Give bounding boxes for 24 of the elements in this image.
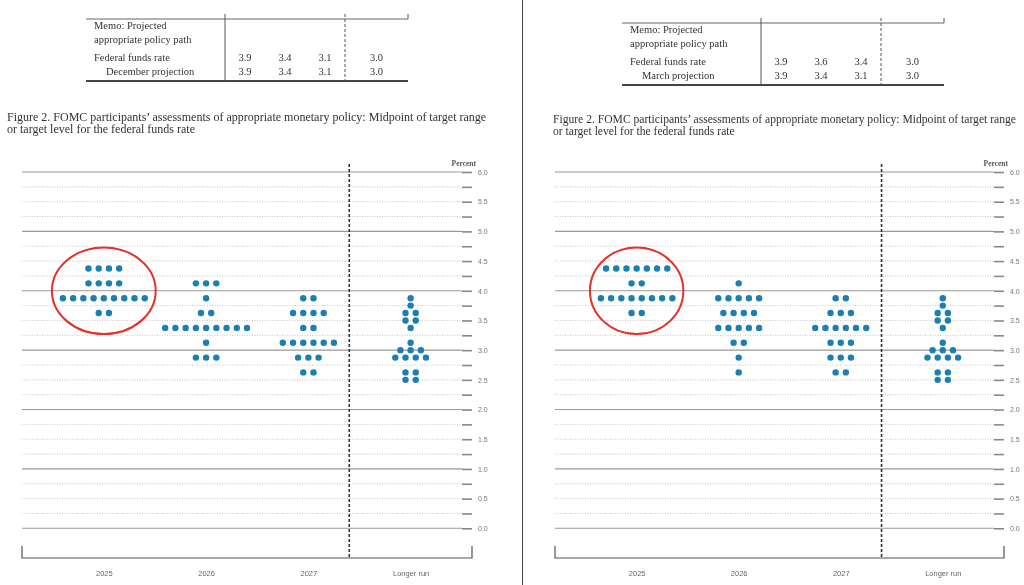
chart-title: Figure 2. FOMC participants’ assessments of appropriate monetary policy: Midpoint of target range or target level for the federal funds rate — [7, 110, 487, 136]
text: 3.1 — [854, 69, 868, 81]
text: 3.4 — [278, 65, 293, 77]
text: 3.4 — [814, 69, 829, 81]
text: 3.0 — [905, 69, 920, 81]
text: 3.6 — [814, 56, 828, 67]
text: 3.9 — [774, 69, 788, 81]
text: March projection — [642, 69, 716, 81]
chart-title: Figure 2. FOMC participants’ assessments of appropriate monetary policy: Midpoint of target range or target level for the federal funds rate — [553, 113, 1016, 138]
text: 3.4 — [278, 52, 293, 63]
text: 3.0 — [369, 52, 384, 63]
text: Federal funds rate — [630, 56, 707, 67]
text: December projection — [106, 65, 196, 77]
text: 3.0 — [369, 65, 384, 77]
text: 3.9 — [238, 52, 252, 63]
text: Memo: Projected appropriate policy path — [630, 24, 729, 49]
text: Federal funds rate — [94, 52, 171, 63]
text: 3.0 — [905, 56, 920, 67]
text: 3.9 — [774, 56, 788, 67]
text: 3.1 — [318, 65, 332, 77]
text: Memo: Projected appropriate policy path — [94, 20, 193, 45]
text: 3.1 — [318, 52, 332, 63]
text: 3.4 — [854, 56, 869, 67]
text: 3.9 — [238, 65, 252, 77]
